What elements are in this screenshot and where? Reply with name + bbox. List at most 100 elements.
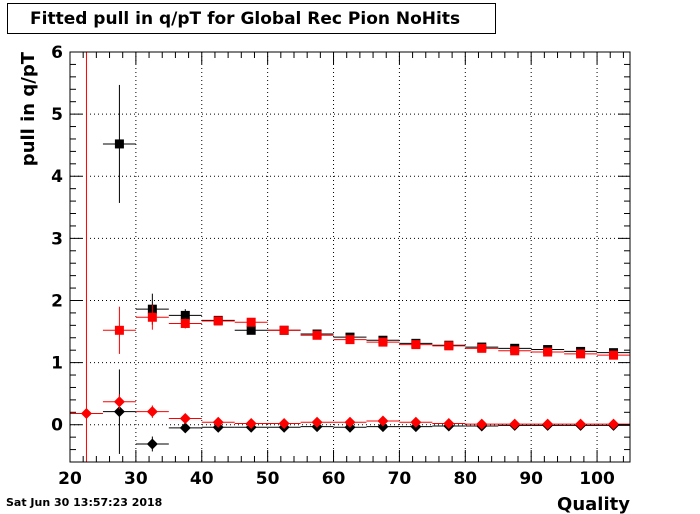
x-tick-label: 40 — [190, 469, 214, 489]
x-tick-label: 60 — [322, 469, 346, 489]
data-point — [399, 340, 433, 350]
grid — [70, 52, 630, 462]
y-tick-label: 4 — [51, 167, 63, 187]
data-point — [366, 415, 400, 427]
diamond-marker — [509, 418, 521, 430]
diamond-marker — [80, 408, 92, 420]
square-marker — [477, 343, 487, 353]
diamond-marker — [377, 421, 389, 433]
chart-title: Fitted pull in q/pT for Global Rec Pion … — [30, 8, 461, 29]
data-point — [564, 349, 598, 359]
x-tick-label: 90 — [519, 469, 543, 489]
title-box: Fitted pull in q/pT for Global Rec Pion … — [7, 3, 496, 34]
square-marker — [213, 316, 223, 326]
diamond-marker — [410, 416, 422, 428]
x-tick-label: 100 — [579, 469, 615, 489]
data-point — [135, 405, 169, 418]
square-marker — [411, 340, 421, 350]
data-point — [300, 416, 334, 428]
data-point — [168, 413, 202, 425]
x-tick-label: 30 — [124, 469, 148, 489]
diamond-marker — [113, 406, 125, 418]
x-tick-label: 20 — [58, 469, 82, 489]
data-series-group — [70, 394, 630, 430]
data-point — [333, 335, 367, 345]
data-point — [498, 418, 532, 430]
square-marker — [444, 341, 454, 351]
square-marker — [312, 330, 322, 340]
diamond-marker — [377, 415, 389, 427]
square-marker — [114, 325, 124, 335]
axis-ticks: 20 30 40 50 60 70 80 90 100 0 1 2 3 4 5 6 — [51, 43, 630, 489]
y-tick-label: 6 — [51, 43, 63, 63]
x-axis-label: Quality — [557, 494, 630, 514]
y-axis-label: pull in q/pT — [18, 51, 39, 166]
data-point — [432, 417, 466, 429]
diamond-marker — [146, 438, 158, 450]
data-point — [465, 343, 499, 353]
square-marker — [147, 312, 157, 322]
data-point — [102, 306, 136, 354]
data-point — [432, 341, 466, 351]
diamond-marker — [113, 396, 125, 408]
data-point — [465, 418, 499, 430]
data-series — [70, 52, 630, 462]
data-point — [267, 325, 301, 335]
data-point — [531, 347, 565, 357]
data-point — [531, 418, 565, 430]
y-tick-label: 3 — [51, 229, 63, 249]
data-series-group — [102, 369, 630, 454]
timestamp: Sat Jun 30 13:57:23 2018 — [6, 496, 163, 509]
x-tick-label: 80 — [453, 469, 477, 489]
y-tick-label: 0 — [51, 416, 63, 436]
data-point — [201, 416, 235, 428]
data-point — [597, 418, 630, 430]
square-marker — [180, 318, 190, 328]
square-marker — [609, 350, 619, 360]
diamond-marker — [476, 418, 488, 430]
data-point — [333, 416, 367, 428]
square-marker — [345, 335, 355, 345]
diamond-marker — [608, 418, 620, 430]
diamond-marker — [179, 413, 191, 425]
square-marker — [246, 317, 256, 327]
diamond-marker — [575, 418, 587, 430]
square-marker — [543, 347, 553, 357]
data-point — [102, 369, 136, 454]
data-point — [102, 84, 136, 203]
data-point — [234, 317, 268, 327]
diamond-marker — [344, 416, 356, 428]
square-marker — [378, 337, 388, 347]
data-point — [366, 421, 400, 433]
data-point — [168, 422, 202, 434]
data-point — [597, 350, 630, 360]
diamond-marker — [542, 418, 554, 430]
data-point — [300, 330, 334, 340]
diamond-marker — [146, 406, 158, 418]
y-tick-label: 5 — [51, 105, 63, 125]
square-marker — [114, 139, 124, 149]
diamond-marker — [212, 416, 224, 428]
square-marker — [246, 325, 256, 335]
data-point — [70, 408, 103, 420]
diamond-marker — [443, 417, 455, 429]
x-tick-label: 50 — [256, 469, 280, 489]
data-point — [168, 318, 202, 329]
y-tick-label: 2 — [51, 291, 63, 311]
data-point — [234, 417, 268, 429]
data-point — [498, 346, 532, 356]
data-point — [234, 325, 268, 335]
data-series-group — [102, 304, 630, 360]
diamond-marker — [311, 416, 323, 428]
diamond-marker — [278, 417, 290, 429]
square-marker — [576, 349, 586, 359]
data-point — [267, 417, 301, 429]
diamond-marker — [179, 422, 191, 434]
square-marker — [180, 310, 190, 320]
square-marker — [510, 346, 520, 356]
data-series-group — [102, 84, 630, 358]
data-point — [135, 436, 169, 452]
data-point — [564, 418, 598, 430]
x-tick-label: 70 — [388, 469, 412, 489]
